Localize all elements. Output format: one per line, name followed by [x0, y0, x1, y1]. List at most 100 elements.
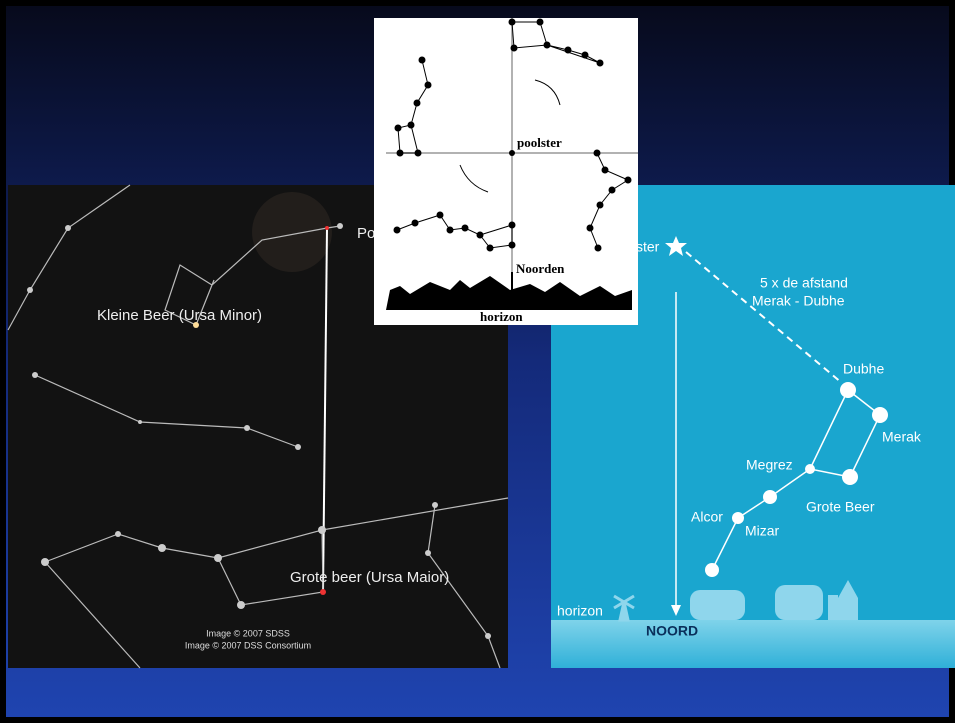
star: [486, 244, 494, 252]
star: [320, 589, 326, 595]
star: [425, 550, 431, 556]
big-dipper-stars: [705, 382, 888, 577]
star: [393, 226, 401, 234]
star: [594, 244, 602, 252]
pole-label: poolster: [517, 135, 562, 150]
faint-line: [321, 497, 509, 531]
star: [244, 425, 250, 431]
star: [581, 51, 589, 59]
star: [407, 121, 415, 129]
tree-group: [690, 590, 745, 620]
star: [411, 219, 419, 227]
faint-line: [427, 504, 501, 669]
constellation-right: [589, 152, 630, 249]
star: [325, 226, 329, 230]
faint-line: [44, 561, 141, 669]
star: [596, 59, 604, 67]
star: [461, 224, 469, 232]
star: [41, 558, 49, 566]
star: [485, 633, 491, 639]
skyline: [386, 276, 632, 310]
star: [193, 322, 199, 328]
star: [763, 490, 777, 504]
star: [608, 186, 616, 194]
star: [586, 224, 594, 232]
polaris-label: Po: [357, 225, 375, 242]
distance-label: 5 x de afstand: [760, 275, 848, 291]
star: [394, 124, 402, 132]
star: [564, 46, 572, 54]
ursa-major-label: Grote beer (Ursa Maior): [290, 569, 449, 586]
credit: Image © 2007 DSS Consortium: [185, 640, 311, 650]
constellation-label: Grote Beer: [806, 499, 875, 515]
star: [508, 221, 516, 229]
star: [508, 241, 516, 249]
star: [436, 211, 444, 219]
windmill: [613, 594, 635, 622]
pole-star: [509, 150, 515, 156]
ursa-minor-label: Kleine Beer (Ursa Minor): [97, 307, 262, 324]
distance-line: [685, 251, 843, 384]
star-label: Dubhe: [843, 361, 884, 377]
star-label: Mizar: [745, 523, 780, 539]
star: [32, 372, 38, 378]
star: [295, 444, 301, 450]
rotation-arrow: [534, 79, 561, 106]
north-arrow: [671, 605, 681, 616]
star: [158, 544, 166, 552]
faint-line: [34, 374, 299, 448]
polaris-star: [665, 236, 687, 256]
star: [508, 18, 516, 26]
star-label: Alcor: [691, 509, 723, 525]
star: [424, 81, 432, 89]
star: [593, 149, 601, 157]
star: [732, 512, 744, 524]
sky-illustration: ster 5 x de afstand Merak - Dubhe Dubhe …: [551, 185, 955, 668]
stars: [27, 223, 491, 639]
credit: Image © 2007 SDSS: [206, 628, 290, 638]
ground: [551, 620, 955, 668]
north-label: NOORD: [646, 623, 698, 639]
star: [536, 18, 544, 26]
constellation-lines: [7, 184, 509, 669]
star: [396, 149, 404, 157]
star: [337, 223, 343, 229]
diagram-background: [374, 18, 638, 325]
horizon-label: horizon: [557, 603, 603, 619]
star: [237, 601, 245, 609]
rotation-arrow: [459, 164, 489, 193]
big-dipper-line: [711, 468, 811, 571]
star: [543, 41, 551, 49]
star: [842, 469, 858, 485]
tree-group: [775, 585, 823, 620]
star: [432, 502, 438, 508]
star: [705, 563, 719, 577]
star: [476, 231, 484, 239]
ursa-minor-line: [164, 225, 341, 326]
polaris-label: ster: [636, 239, 660, 255]
north-label: Noorden: [516, 261, 565, 276]
star: [510, 44, 518, 52]
constellation-bottom: [396, 214, 513, 249]
star: [446, 226, 454, 234]
star: [624, 176, 632, 184]
distance-label: Merak - Dubhe: [752, 293, 845, 309]
star: [601, 166, 609, 174]
church: [838, 580, 858, 620]
diagram-stars: [393, 18, 632, 252]
faint-line: [7, 184, 131, 331]
star: [318, 526, 326, 534]
horizon-label: horizon: [480, 309, 523, 324]
star: [805, 464, 815, 474]
star: [418, 56, 426, 64]
star: [596, 201, 604, 209]
star: [413, 99, 421, 107]
trees: [613, 580, 858, 622]
star: [115, 531, 121, 537]
star: [840, 382, 856, 398]
star: [872, 407, 888, 423]
star: [65, 225, 71, 231]
star-label: Merak: [882, 429, 922, 445]
pole-diagram: poolster Noorden horizon: [374, 18, 638, 325]
